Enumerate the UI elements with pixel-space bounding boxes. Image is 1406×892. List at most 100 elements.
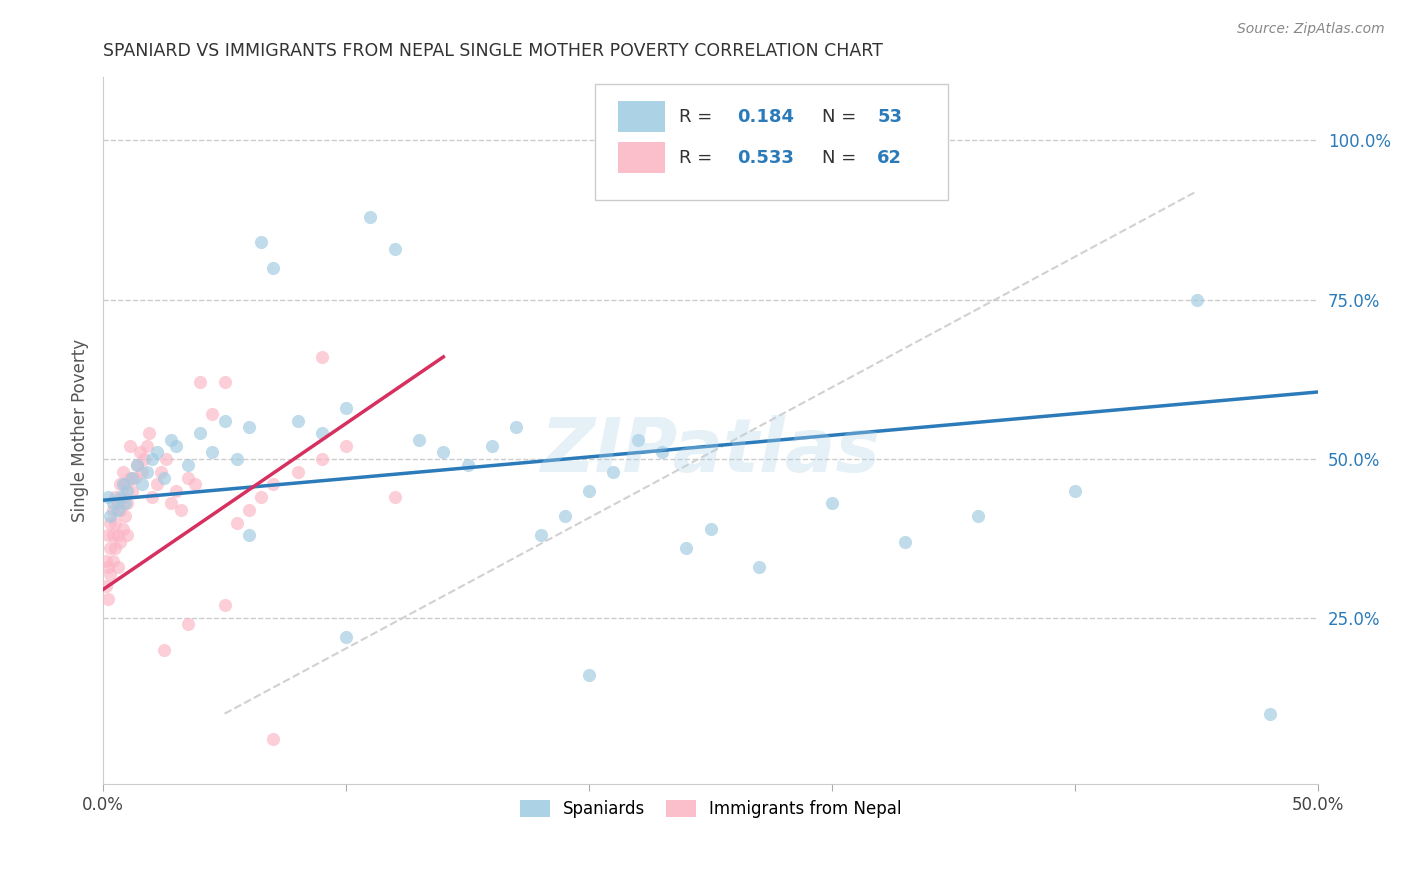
Point	[250, 490, 273, 504]
Point	[111, 465, 134, 479]
Point	[170, 503, 193, 517]
Point	[108, 477, 131, 491]
Point	[94, 554, 117, 568]
Point	[214, 414, 236, 428]
Point	[335, 401, 357, 415]
Point	[1258, 706, 1281, 721]
Point	[335, 439, 357, 453]
Point	[529, 528, 551, 542]
Point	[145, 445, 167, 459]
Point	[1185, 293, 1208, 307]
Legend: Spaniards, Immigrants from Nepal: Spaniards, Immigrants from Nepal	[513, 793, 908, 825]
Y-axis label: Single Mother Poverty: Single Mother Poverty	[72, 339, 89, 522]
Point	[201, 407, 224, 421]
Text: N =: N =	[823, 149, 862, 167]
Point	[238, 503, 260, 517]
Point	[262, 260, 284, 275]
Point	[128, 445, 150, 459]
Text: 53: 53	[877, 108, 903, 126]
Point	[481, 439, 503, 453]
Point	[359, 210, 381, 224]
Point	[114, 477, 136, 491]
Point	[699, 522, 721, 536]
Point	[150, 465, 173, 479]
Point	[118, 439, 141, 453]
Point	[100, 566, 122, 581]
Point	[114, 496, 136, 510]
Point	[432, 445, 454, 459]
Point	[107, 496, 129, 510]
Point	[155, 451, 177, 466]
Text: Source: ZipAtlas.com: Source: ZipAtlas.com	[1237, 22, 1385, 37]
Point	[602, 465, 624, 479]
Point	[94, 579, 117, 593]
Text: 0.184: 0.184	[737, 108, 794, 126]
Point	[111, 490, 134, 504]
Point	[821, 496, 844, 510]
Point	[384, 490, 406, 504]
Point	[141, 490, 163, 504]
Point	[287, 465, 309, 479]
Point	[225, 451, 247, 466]
Point	[238, 528, 260, 542]
Point	[141, 451, 163, 466]
Point	[153, 643, 176, 657]
Point	[675, 541, 697, 555]
Point	[114, 509, 136, 524]
Point	[101, 554, 124, 568]
Point	[160, 433, 183, 447]
Point	[505, 420, 527, 434]
Point	[201, 445, 224, 459]
Point	[578, 483, 600, 498]
Text: SPANIARD VS IMMIGRANTS FROM NEPAL SINGLE MOTHER POVERTY CORRELATION CHART: SPANIARD VS IMMIGRANTS FROM NEPAL SINGLE…	[103, 42, 883, 60]
Point	[111, 522, 134, 536]
Point	[651, 445, 673, 459]
Point	[214, 599, 236, 613]
Point	[335, 630, 357, 644]
Point	[165, 483, 187, 498]
Text: 0.533: 0.533	[737, 149, 794, 167]
Point	[214, 376, 236, 390]
Point	[118, 471, 141, 485]
Point	[160, 496, 183, 510]
Point	[262, 732, 284, 747]
Point	[1064, 483, 1087, 498]
Point	[894, 534, 917, 549]
Point	[100, 516, 122, 530]
Point	[117, 483, 139, 498]
Point	[578, 668, 600, 682]
Point	[135, 465, 157, 479]
Point	[967, 509, 990, 524]
Text: 62: 62	[877, 149, 903, 167]
Point	[184, 477, 207, 491]
Point	[101, 496, 124, 510]
Point	[111, 477, 134, 491]
Text: N =: N =	[823, 108, 862, 126]
Point	[311, 426, 333, 441]
Point	[627, 433, 650, 447]
Point	[748, 560, 770, 574]
Point	[127, 458, 149, 473]
Point	[554, 509, 576, 524]
Point	[131, 477, 153, 491]
Point	[117, 496, 139, 510]
Point	[100, 541, 122, 555]
FancyBboxPatch shape	[595, 84, 948, 201]
Point	[108, 490, 131, 504]
Point	[177, 617, 200, 632]
Point	[121, 483, 143, 498]
Point	[104, 516, 127, 530]
Point	[311, 451, 333, 466]
Point	[262, 477, 284, 491]
Point	[457, 458, 479, 473]
Point	[188, 426, 211, 441]
Point	[97, 528, 120, 542]
Point	[101, 503, 124, 517]
Point	[134, 451, 156, 466]
Point	[127, 458, 149, 473]
Point	[97, 490, 120, 504]
Bar	[619, 102, 665, 132]
Point	[153, 471, 176, 485]
Point	[104, 541, 127, 555]
Point	[311, 350, 333, 364]
